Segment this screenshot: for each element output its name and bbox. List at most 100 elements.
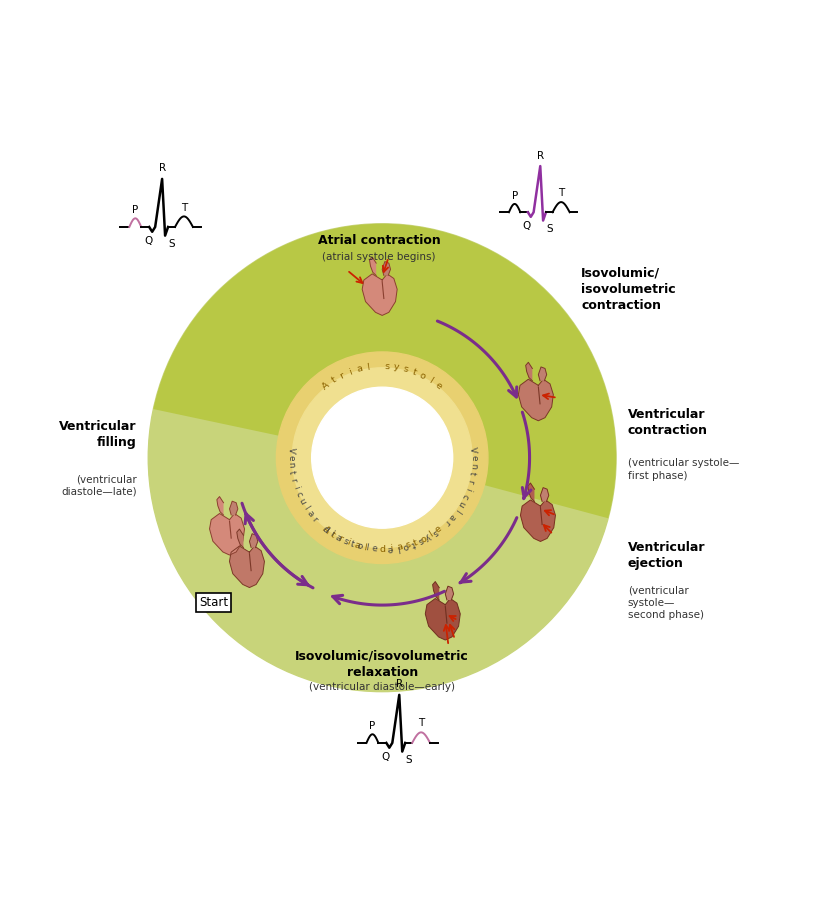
Text: s: s	[384, 362, 390, 371]
Text: A: A	[321, 524, 332, 536]
Wedge shape	[153, 224, 616, 518]
Text: e: e	[387, 544, 393, 554]
Text: r: r	[466, 479, 476, 484]
Text: l: l	[396, 543, 400, 553]
Text: s: s	[402, 364, 409, 374]
Text: a: a	[447, 511, 457, 521]
Text: l: l	[452, 507, 461, 514]
Text: a: a	[334, 533, 343, 543]
Text: o: o	[418, 371, 428, 381]
Polygon shape	[370, 257, 376, 275]
Text: T: T	[181, 202, 187, 212]
Text: l: l	[363, 543, 367, 552]
Text: y: y	[423, 532, 433, 542]
Text: e: e	[286, 454, 295, 460]
Text: r: r	[338, 371, 346, 381]
Text: V: V	[286, 446, 296, 453]
Polygon shape	[230, 501, 238, 515]
Text: n: n	[286, 462, 296, 468]
Polygon shape	[538, 367, 547, 381]
Text: d: d	[321, 524, 331, 535]
Text: a: a	[352, 540, 361, 551]
Text: e: e	[371, 544, 377, 554]
Text: Isovolumic/
isovolumetric
contraction: Isovolumic/ isovolumetric contraction	[581, 266, 676, 311]
Text: S: S	[405, 755, 412, 765]
Text: A: A	[321, 380, 332, 392]
Polygon shape	[433, 581, 439, 600]
Text: Q: Q	[523, 220, 531, 230]
Polygon shape	[425, 598, 461, 640]
Text: y: y	[393, 363, 399, 373]
Text: r: r	[310, 515, 319, 524]
Text: u: u	[456, 499, 466, 508]
Text: (ventricular
systole—
second phase): (ventricular systole— second phase)	[628, 585, 704, 620]
Text: l: l	[366, 363, 370, 372]
Text: e: e	[433, 381, 443, 392]
Text: i: i	[347, 367, 353, 377]
Polygon shape	[217, 497, 223, 515]
Text: t: t	[467, 471, 477, 476]
Text: (ventricular diastole—early): (ventricular diastole—early)	[309, 682, 455, 692]
Text: Start: Start	[199, 596, 228, 609]
Polygon shape	[445, 586, 453, 600]
Polygon shape	[237, 529, 243, 547]
Text: o: o	[402, 541, 409, 551]
Polygon shape	[526, 363, 533, 381]
Text: t: t	[410, 539, 417, 548]
Circle shape	[276, 352, 488, 563]
Text: o: o	[356, 541, 363, 551]
Text: s: s	[404, 540, 412, 551]
Circle shape	[312, 387, 452, 528]
Text: t: t	[330, 375, 337, 385]
Text: Ventricular
contraction: Ventricular contraction	[628, 408, 708, 437]
Text: a: a	[395, 543, 403, 553]
Text: P: P	[512, 191, 518, 201]
Text: t: t	[287, 470, 297, 474]
Text: Q: Q	[144, 236, 152, 246]
Text: i: i	[389, 544, 393, 554]
Text: (ventricular
diastole—late): (ventricular diastole—late)	[61, 474, 136, 497]
Text: R: R	[159, 163, 165, 173]
Text: P: P	[132, 205, 138, 215]
Text: (ventricular systole—
first phase): (ventricular systole— first phase)	[628, 458, 739, 481]
Text: Q: Q	[381, 752, 390, 761]
Circle shape	[148, 224, 616, 691]
Polygon shape	[382, 262, 390, 275]
Text: V: V	[468, 446, 478, 453]
Text: Atrial contraction: Atrial contraction	[318, 234, 440, 248]
Text: t: t	[411, 367, 418, 377]
Text: S: S	[546, 224, 552, 234]
Text: l: l	[301, 504, 310, 511]
Text: T: T	[558, 188, 564, 198]
Text: u: u	[296, 496, 307, 506]
Polygon shape	[541, 488, 549, 501]
Text: o: o	[419, 534, 428, 544]
Polygon shape	[528, 483, 534, 501]
Text: c: c	[460, 492, 470, 500]
Text: S: S	[168, 239, 174, 249]
Polygon shape	[229, 546, 265, 588]
Text: n: n	[468, 463, 478, 469]
Text: T: T	[418, 718, 424, 728]
Text: e: e	[469, 455, 478, 461]
Polygon shape	[519, 379, 553, 421]
Text: e: e	[433, 525, 443, 535]
Text: a: a	[304, 508, 315, 518]
Text: d: d	[379, 544, 385, 554]
Text: i: i	[328, 529, 336, 538]
Text: i: i	[463, 486, 473, 491]
Text: l: l	[365, 543, 369, 553]
Text: r: r	[337, 534, 344, 544]
Text: c: c	[294, 490, 304, 498]
Polygon shape	[209, 514, 245, 555]
Polygon shape	[520, 500, 556, 542]
Text: s: s	[430, 527, 439, 537]
Text: s: s	[342, 536, 349, 546]
Text: t: t	[349, 539, 356, 549]
Text: i: i	[291, 484, 300, 490]
Text: r: r	[289, 477, 299, 482]
Text: l: l	[428, 530, 435, 539]
Text: P: P	[370, 721, 375, 731]
Text: i: i	[346, 538, 351, 547]
Text: t: t	[329, 530, 337, 539]
